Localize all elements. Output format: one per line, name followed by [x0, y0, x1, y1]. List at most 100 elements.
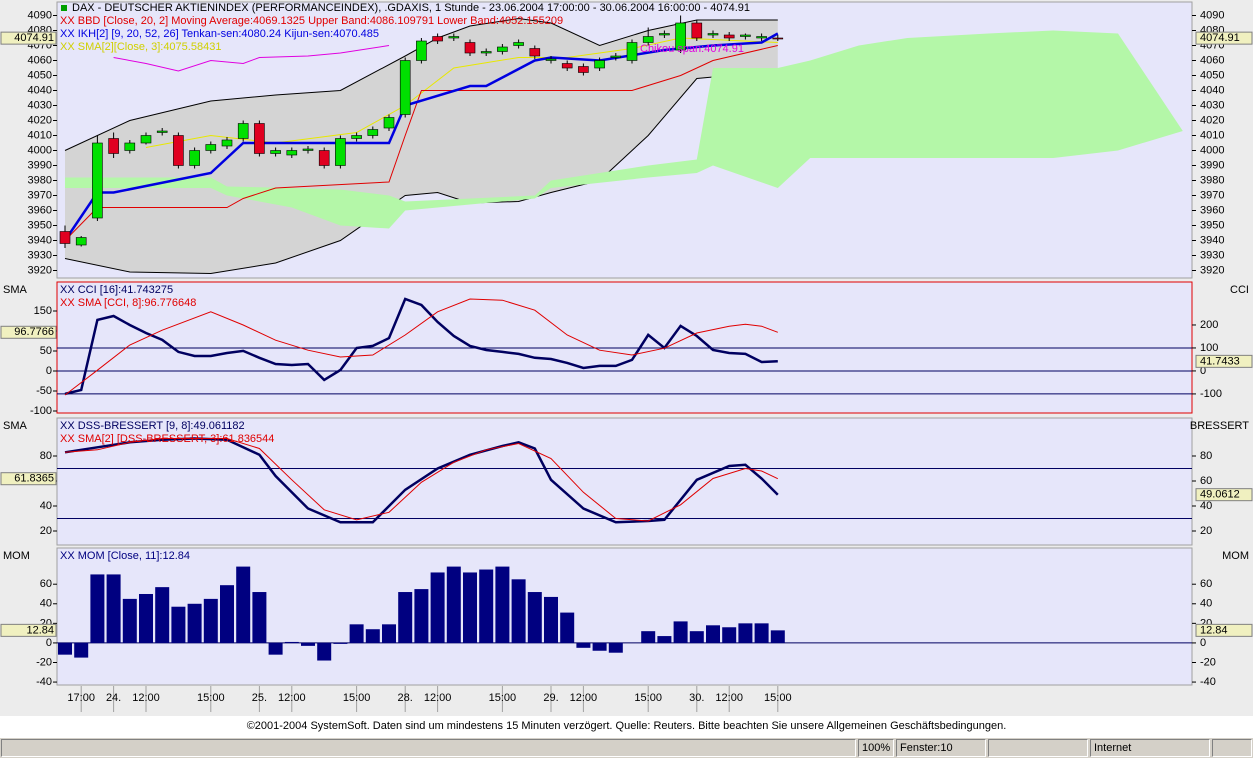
current-value-label: 41.7433: [1200, 355, 1240, 367]
y-tick-label: 4050: [28, 69, 52, 81]
candle-body: [740, 34, 751, 37]
y-tick-label: 3980: [28, 174, 52, 186]
x-tick-label: 17:00: [67, 692, 95, 704]
y-tick-label: -20: [1200, 656, 1216, 668]
x-tick-label: 15:00: [634, 692, 662, 704]
bar: [657, 636, 672, 643]
y-tick-label: 3980: [1200, 174, 1224, 186]
y-tick-label: 0: [1200, 637, 1206, 649]
legend-entry: XX IKH[2] [9, 20, 52, 26] Tenkan-sen:408…: [60, 28, 379, 40]
current-value-label: 12.84: [26, 624, 54, 636]
bar: [641, 631, 656, 643]
y-tick-label: 40: [40, 598, 52, 610]
overlay-line: [64, 45, 778, 241]
y-tick-label: 40: [1200, 500, 1212, 512]
bar: [268, 642, 283, 655]
candle-body: [756, 36, 767, 39]
candle-body: [772, 37, 784, 40]
bar: [171, 606, 186, 643]
candle-body: [416, 40, 427, 61]
status-icons: [988, 739, 1088, 757]
bar: [317, 642, 332, 661]
legend-entry: XX BBD [Close, 20, 2] Moving Average:406…: [60, 15, 563, 27]
zone: Internet: [1090, 739, 1210, 757]
candle-body: [286, 150, 298, 156]
x-tick-label: 15:00: [764, 692, 792, 704]
y-tick-label: -40: [1200, 676, 1216, 688]
y-tick-label: 3930: [1200, 249, 1224, 261]
candle-body: [75, 237, 87, 246]
bar: [220, 585, 234, 643]
legend-entry: XX SMA [CCI, 8]:96.776648: [60, 297, 196, 309]
bar: [706, 625, 720, 643]
candle-body: [237, 123, 249, 139]
current-value-box: [1195, 623, 1253, 637]
bar: [511, 579, 526, 643]
candle-body: [610, 55, 622, 58]
candle-body: [335, 138, 346, 166]
x-tick-label: 12:00: [570, 692, 598, 704]
panel-label: SMA: [3, 420, 28, 432]
bar: [560, 612, 575, 643]
y-tick-label: 4020: [28, 114, 52, 126]
y-tick-label: 4050: [1200, 69, 1224, 81]
bar: [382, 624, 396, 643]
y-tick-label: 20: [40, 525, 52, 537]
y-tick-label: 3920: [28, 264, 52, 276]
bar: [463, 572, 477, 643]
legend-entry: Chikou span:4074.91: [640, 43, 744, 55]
y-tick-label: 3920: [1200, 264, 1224, 276]
cloud-fill: [65, 30, 1183, 229]
x-tick-label: 15:00: [343, 692, 371, 704]
legend-entry: XX CCI [16]:41.743275: [60, 284, 173, 296]
bar: [365, 629, 380, 643]
y-tick-label: 4030: [1200, 99, 1224, 111]
y-tick-label: 4090: [28, 9, 52, 21]
x-tick-label: 12:00: [715, 692, 743, 704]
bar: [754, 623, 769, 643]
y-tick-label: 3970: [28, 189, 52, 201]
y-tick-label: 40: [40, 500, 52, 512]
bar: [576, 642, 591, 648]
x-tick-label: 29.: [543, 692, 558, 704]
current-value-box: [0, 325, 57, 339]
candle-body: [497, 46, 508, 52]
candle-body: [189, 150, 200, 166]
overlay-line: [113, 45, 390, 72]
candle-body: [399, 60, 411, 115]
series-line: [64, 298, 778, 396]
y-tick-label: 3960: [1200, 204, 1224, 216]
candle-body: [156, 130, 168, 133]
current-value-box: [0, 31, 57, 45]
x-tick-label: 30.: [689, 692, 704, 704]
candle-body: [318, 150, 330, 166]
bar: [333, 642, 348, 644]
current-value-label: 96.7766: [14, 326, 54, 338]
bar: [106, 574, 121, 643]
band-fill: [65, 18, 778, 274]
y-tick-label: -50: [36, 385, 52, 397]
candle-body: [675, 22, 686, 51]
series-line: [64, 438, 779, 522]
y-tick-label: 4060: [28, 54, 52, 66]
candle-body: [140, 135, 152, 144]
panel-label: CCI: [1230, 284, 1249, 296]
y-tick-label: 3950: [28, 219, 52, 231]
candle-body: [270, 150, 281, 154]
y-tick-label: 3990: [28, 159, 52, 171]
candle-body: [529, 48, 541, 57]
y-tick-label: 60: [40, 578, 52, 590]
y2-tick-label: 100: [1200, 342, 1218, 354]
candle-body: [642, 36, 654, 43]
bar: [74, 642, 89, 658]
bar: [349, 624, 364, 643]
x-tick-label: 24.: [106, 692, 121, 704]
bar: [527, 592, 542, 643]
candle-body: [464, 42, 476, 54]
candle-body: [254, 123, 265, 154]
candle-body: [383, 117, 395, 129]
current-value-label: 49.0612: [1200, 489, 1240, 501]
panel-label: MOM: [1222, 550, 1249, 562]
y-tick-label: 50: [40, 345, 52, 357]
y-tick-label: 3960: [28, 204, 52, 216]
